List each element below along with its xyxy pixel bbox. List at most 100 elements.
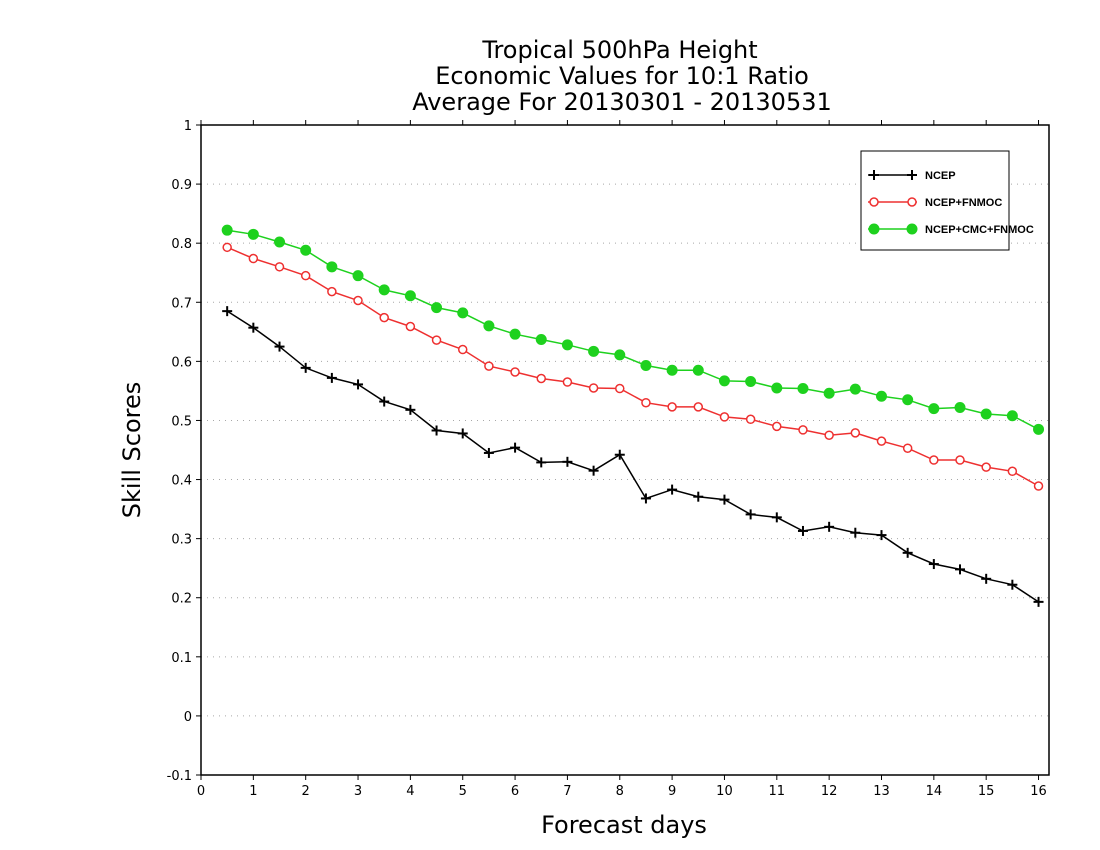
- legend-marker-left: [869, 197, 879, 207]
- legend-entry-1: NCEP+FNMOC: [868, 197, 1002, 209]
- legend-entry-0: NCEP: [868, 170, 956, 182]
- data-point: [353, 379, 364, 390]
- data-point: [693, 402, 704, 412]
- data-point: [405, 321, 416, 332]
- data-point: [562, 456, 573, 467]
- data-point: [981, 573, 992, 584]
- data-point: [824, 521, 835, 532]
- legend-marker-right: [907, 170, 917, 180]
- data-point: [1006, 410, 1018, 422]
- data-point: [431, 335, 442, 345]
- data-point: [535, 334, 547, 345]
- data-point: [431, 302, 443, 314]
- data-point: [614, 449, 625, 460]
- data-point: [404, 290, 416, 302]
- x-tick-label: 15: [978, 784, 995, 799]
- series-0: [222, 306, 1044, 607]
- data-point: [1033, 596, 1044, 607]
- legend-marker-left: [869, 170, 879, 180]
- data-point: [745, 375, 757, 387]
- series-2: [221, 224, 1045, 435]
- data-point: [484, 361, 494, 371]
- legend-marker-right: [906, 223, 918, 235]
- data-point: [327, 286, 337, 297]
- data-point: [378, 284, 390, 296]
- data-point: [300, 362, 311, 373]
- data-point: [274, 341, 285, 352]
- x-tick-label: 13: [873, 784, 890, 799]
- y-tick-label: 0.6: [171, 355, 192, 370]
- data-point: [797, 383, 809, 395]
- series-line: [226, 310, 1039, 603]
- chart-title-line-3: Average For 20130301 - 20130531: [412, 88, 832, 116]
- data-point: [222, 306, 233, 317]
- series-1: [222, 242, 1044, 491]
- data-point: [326, 372, 337, 383]
- y-tick-label: 0.2: [171, 592, 192, 607]
- data-point: [588, 465, 599, 476]
- data-point: [300, 270, 311, 281]
- data-point: [1033, 481, 1044, 491]
- data-point: [457, 428, 468, 439]
- data-point: [326, 261, 338, 273]
- legend-marker-left: [868, 223, 880, 235]
- data-point: [379, 396, 390, 407]
- data-point: [667, 402, 677, 412]
- legend-label: NCEP+CMC+FNMOC: [925, 224, 1034, 236]
- y-tick-label: 0.5: [171, 414, 192, 429]
- data-point: [457, 307, 469, 319]
- data-point: [248, 322, 259, 333]
- y-tick-label: 0.1: [171, 651, 192, 666]
- x-tick-label: 14: [926, 784, 943, 799]
- x-axis-label: Forecast days: [541, 811, 707, 839]
- x-tick-label: 6: [511, 784, 519, 799]
- data-point: [928, 559, 939, 570]
- y-tick-label: 0.3: [171, 533, 192, 548]
- x-tick-label: 0: [197, 784, 205, 799]
- data-point: [876, 530, 887, 541]
- data-point: [719, 412, 730, 422]
- data-point: [667, 484, 678, 495]
- data-point: [222, 242, 232, 253]
- chart-title-line-2: Economic Values for 10:1 Ratio: [435, 62, 809, 90]
- data-point: [902, 394, 914, 406]
- x-tick-label: 9: [668, 784, 676, 799]
- data-point: [771, 382, 783, 394]
- data-point: [929, 455, 939, 465]
- data-point: [693, 491, 704, 502]
- data-point: [928, 403, 940, 415]
- legend-box: [860, 150, 1010, 251]
- data-point: [980, 408, 992, 420]
- data-point: [615, 383, 625, 394]
- x-tick-label: 7: [563, 784, 571, 799]
- y-tick-label: 0.9: [171, 178, 192, 193]
- data-point: [483, 320, 495, 332]
- data-point: [954, 401, 966, 413]
- data-point: [274, 262, 285, 272]
- x-tick-label: 3: [354, 784, 362, 799]
- legend: NCEP NCEP+FNMOC NCEP+CMC+FNMOC: [860, 150, 1034, 251]
- legend-entry-2: NCEP+CMC+FNMOC: [868, 223, 1034, 236]
- plot-frame: [200, 124, 1050, 776]
- y-tick-label: 1: [184, 119, 192, 134]
- data-point: [745, 414, 756, 425]
- legend-marker-right: [907, 197, 917, 207]
- legend-label: NCEP: [925, 170, 956, 182]
- data-point: [641, 397, 651, 408]
- data-point: [614, 349, 626, 361]
- data-point: [536, 373, 546, 384]
- data-point: [824, 430, 834, 440]
- data-point: [902, 443, 913, 453]
- data-point: [352, 270, 364, 282]
- x-tick-label: 8: [616, 784, 624, 799]
- x-tick-label: 2: [302, 784, 310, 799]
- data-point: [981, 462, 991, 472]
- data-point: [353, 295, 363, 306]
- data-point: [797, 525, 808, 536]
- x-tick-label: 4: [406, 784, 414, 799]
- data-point: [850, 527, 861, 538]
- y-tick-label: -0.1: [167, 769, 192, 784]
- x-tick-label: 11: [769, 784, 786, 799]
- data-point: [745, 509, 756, 520]
- y-tick-label: 0.7: [171, 296, 192, 311]
